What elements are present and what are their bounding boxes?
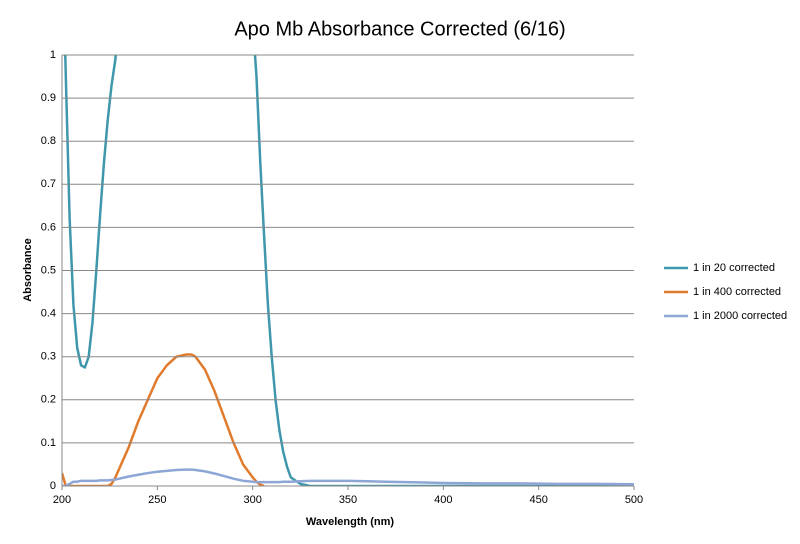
- x-tick-label: 300: [243, 494, 261, 506]
- y-tick-label: 0.8: [41, 135, 56, 147]
- y-tick-label: 0: [50, 480, 56, 492]
- x-axis-label: Wavelength (nm): [306, 516, 395, 528]
- y-tick-label: 0.9: [41, 92, 56, 104]
- x-tick-label: 450: [529, 494, 547, 506]
- y-tick-label: 0.7: [41, 178, 56, 190]
- legend-label: 1 in 400 corrected: [693, 286, 781, 298]
- x-tick-label: 250: [148, 494, 166, 506]
- y-tick-label: 0.4: [41, 308, 56, 320]
- data-line: [64, 55, 634, 486]
- y-axis-label: Absorbance: [22, 238, 34, 302]
- y-tick-label: 0.2: [41, 394, 56, 406]
- y-tick-label: 0.6: [41, 221, 56, 233]
- legend-label: 1 in 20 corrected: [693, 262, 775, 274]
- plot-area: [62, 55, 634, 486]
- data-line: [62, 468, 634, 486]
- data-line: [62, 353, 265, 486]
- x-tick-label: 350: [339, 494, 357, 506]
- y-tick-label: 0.3: [41, 351, 56, 363]
- y-tick-label: 1: [50, 49, 56, 61]
- chart-title: Apo Mb Absorbance Corrected (6/16): [234, 18, 565, 40]
- y-tick-label: 0.1: [41, 437, 56, 449]
- legend-label: 1 in 2000 corrected: [693, 310, 787, 322]
- x-tick-label: 500: [625, 494, 643, 506]
- y-tick-label: 0.5: [41, 264, 56, 276]
- x-tick-label: 400: [434, 494, 452, 506]
- x-tick-label: 200: [53, 494, 71, 506]
